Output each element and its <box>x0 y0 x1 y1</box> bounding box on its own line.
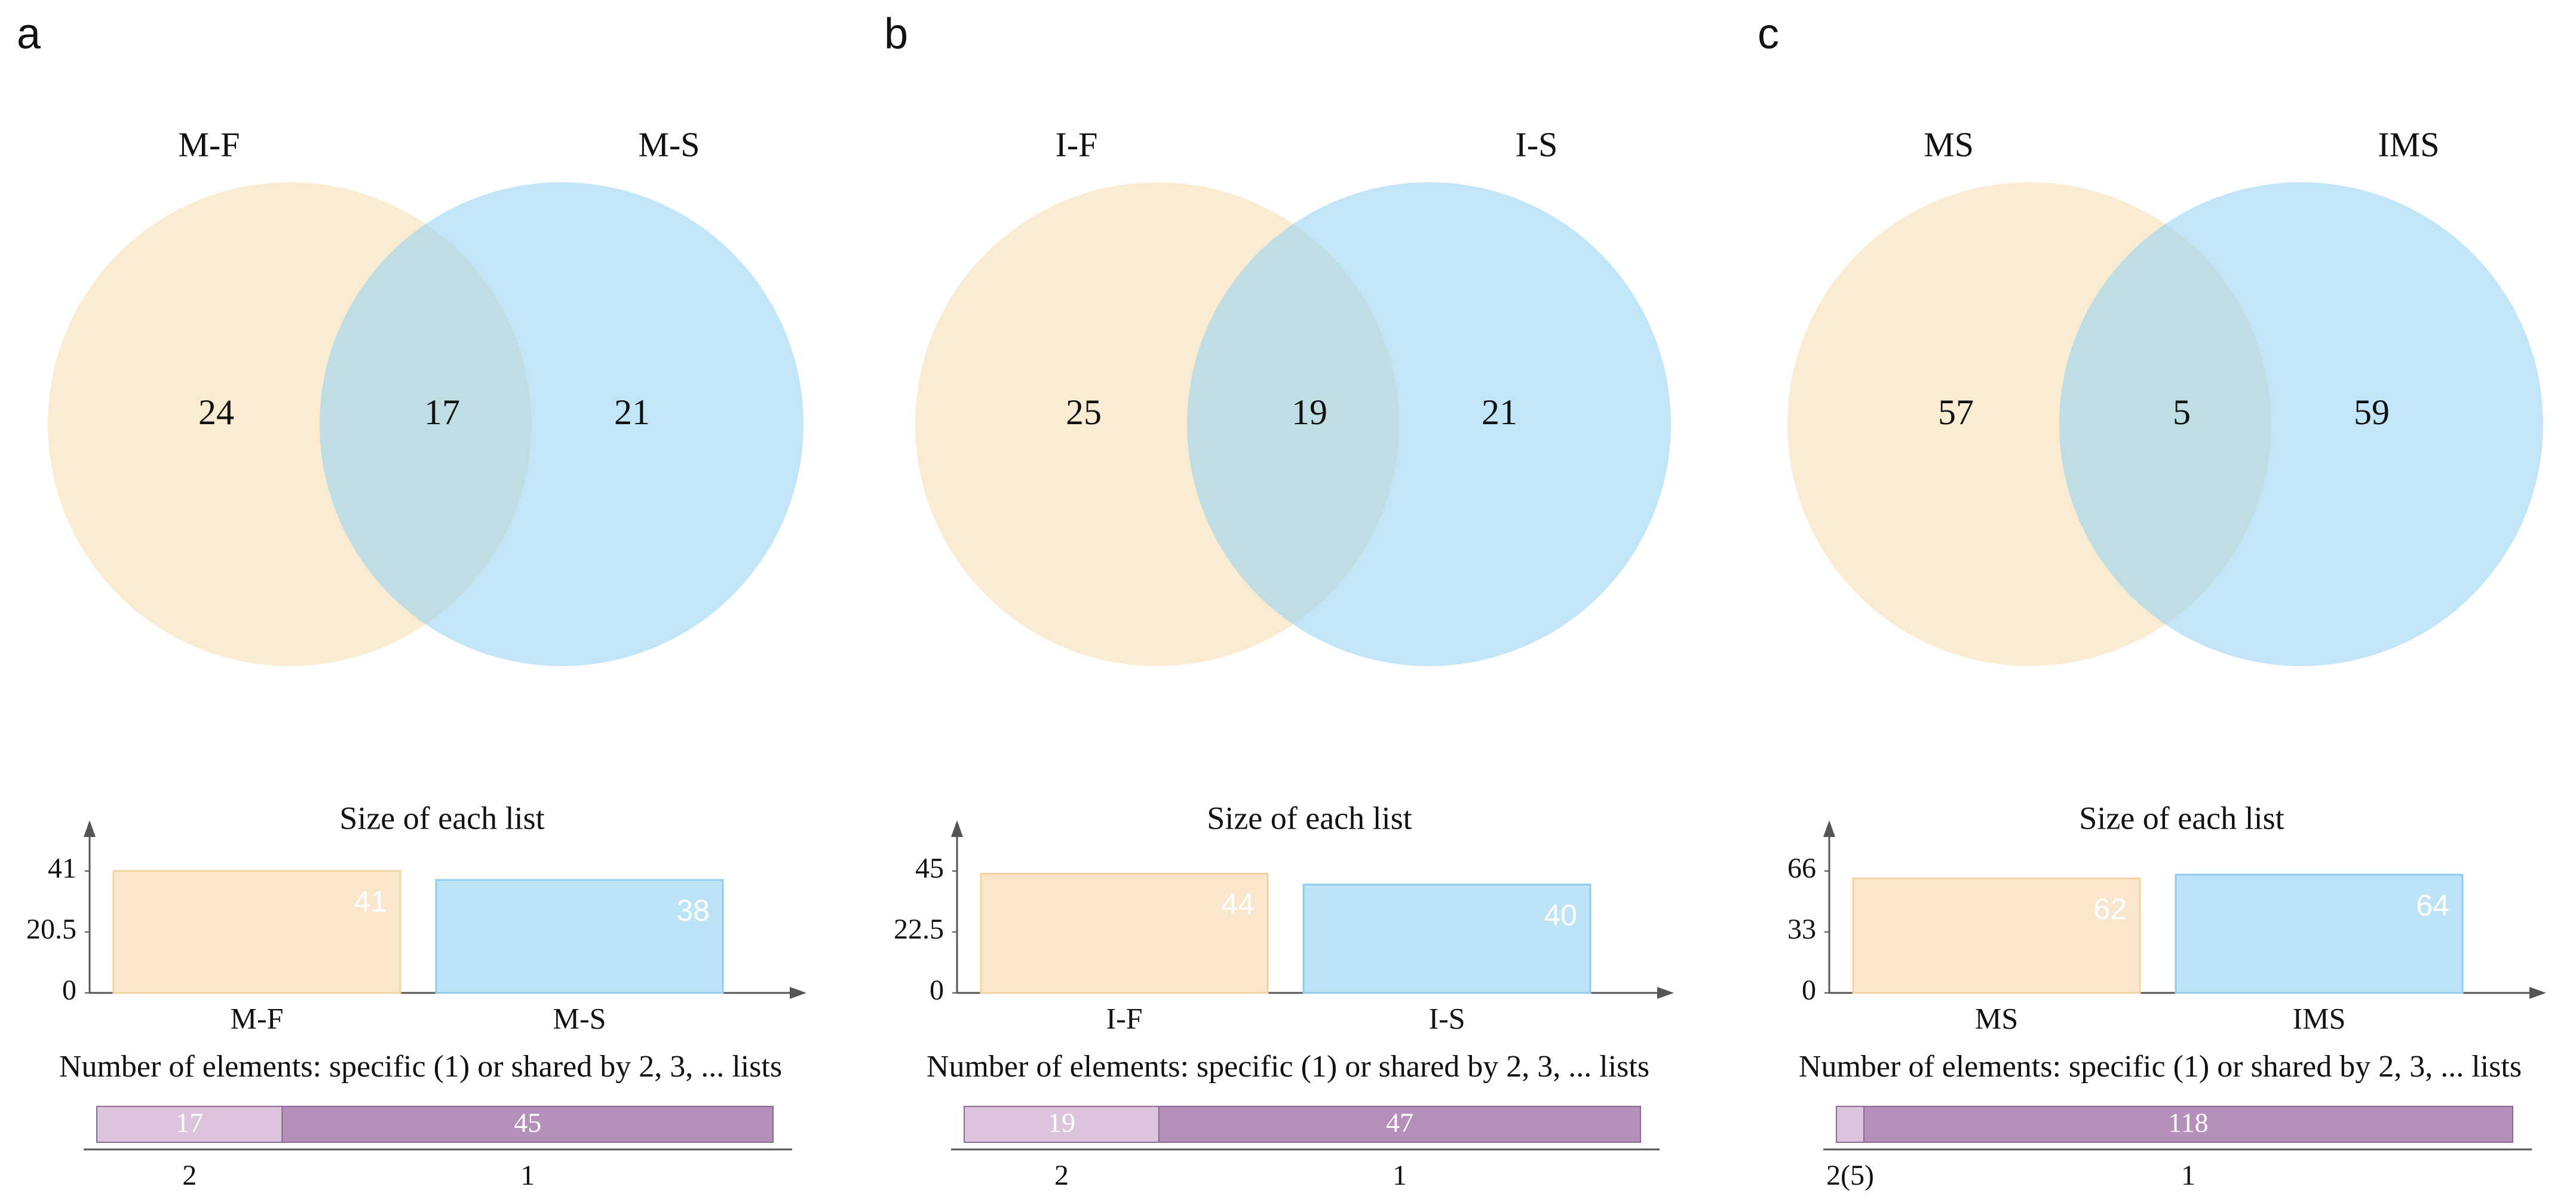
list-size-x-axis-arrow <box>1657 987 1674 999</box>
list-size-y-tick-label: 41 <box>48 853 76 884</box>
elements-segment-1 <box>1863 1106 2514 1143</box>
list-size-category-label: I-F <box>1106 1001 1142 1035</box>
panel-letter: a <box>17 10 41 58</box>
elements-segment-label: 1 <box>2181 1160 2195 1191</box>
list-size-y-tick-label: 20.5 <box>26 913 76 945</box>
venn-left-only-count: 24 <box>198 393 234 432</box>
elements-segment-label: 1 <box>1393 1160 1407 1191</box>
elements-segment-value: 19 <box>1048 1108 1075 1138</box>
venn-right-only-count: 21 <box>614 393 650 432</box>
elements-title: Number of elements: specific (1) or shar… <box>1799 1050 2522 1084</box>
venn-intersection-count: 19 <box>1292 393 1327 432</box>
elements-segment-value: 45 <box>514 1108 541 1138</box>
list-size-y-tick-label: 22.5 <box>894 913 944 945</box>
elements-segment-label: 2 <box>182 1160 197 1191</box>
elements-segment-0 <box>1836 1106 1865 1143</box>
venn-set-label-left: MS <box>1924 125 1974 164</box>
list-size-y-axis-arrow <box>84 820 96 837</box>
venn-circle-right <box>2059 182 2543 666</box>
list-size-bar-0 <box>980 873 1269 994</box>
list-size-value-label: 38 <box>676 894 710 927</box>
list-size-value-label: 40 <box>1544 899 1577 932</box>
venn-left-only-count: 57 <box>1938 393 1974 432</box>
elements-segment-value: 118 <box>2168 1108 2208 1138</box>
venn-set-label-right: M-S <box>638 125 700 164</box>
list-size-category-label: IMS <box>2293 1001 2346 1035</box>
elements-title: Number of elements: specific (1) or shar… <box>927 1050 1649 1084</box>
venn-intersection-count: 5 <box>2173 393 2191 432</box>
list-size-value-label: 64 <box>2416 888 2449 922</box>
list-size-bar-0 <box>112 870 401 994</box>
list-size-value-label: 62 <box>2093 893 2127 926</box>
list-size-y-tick-label: 45 <box>915 853 944 884</box>
list-size-y-tick-label: 33 <box>1787 913 1816 945</box>
venn-left-only-count: 25 <box>1066 393 1102 432</box>
elements-segment-0 <box>964 1106 1160 1143</box>
list-size-bar-1 <box>435 879 724 994</box>
elements-segment-1 <box>1158 1106 1641 1143</box>
venn-circle-right <box>1187 182 1671 666</box>
list-size-bar-1 <box>1302 884 1591 994</box>
list-size-title: Size of each list <box>1207 800 1412 836</box>
list-size-category-label: I-S <box>1428 1001 1465 1035</box>
venn-right-only-count: 21 <box>1482 393 1517 432</box>
venn-set-label-left: I-F <box>1056 125 1098 164</box>
elements-segment-label: 2(5) <box>1826 1160 1874 1191</box>
list-size-title: Size of each list <box>339 800 544 836</box>
list-size-category-label: M-F <box>231 1001 284 1035</box>
list-size-bar-1 <box>2175 873 2464 994</box>
list-size-y-tick-label: 0 <box>1802 974 1816 1006</box>
list-size-y-tick-label: 0 <box>62 974 76 1006</box>
venn-set-label-right: IMS <box>2378 125 2439 164</box>
elements-title: Number of elements: specific (1) or shar… <box>59 1050 782 1084</box>
list-size-x-axis-arrow <box>2529 987 2546 999</box>
panel-letter: b <box>884 10 908 58</box>
list-size-y-axis-arrow <box>951 820 963 837</box>
venn-set-label-left: M-F <box>178 125 240 164</box>
list-size-category-label: M-S <box>553 1001 606 1035</box>
list-size-x-axis-arrow <box>790 987 806 999</box>
list-size-value-label: 41 <box>354 885 387 918</box>
list-size-y-tick-label: 0 <box>930 974 944 1006</box>
list-size-title: Size of each list <box>2079 800 2284 836</box>
list-size-y-axis-arrow <box>1823 820 1835 837</box>
venn-set-label-right: I-S <box>1516 125 1558 164</box>
venn-intersection-count: 17 <box>424 393 460 432</box>
elements-segment-label: 1 <box>520 1160 535 1191</box>
venn-circle-right <box>320 182 804 666</box>
list-size-category-label: MS <box>1975 1001 2018 1035</box>
venn-right-only-count: 59 <box>2354 393 2390 432</box>
elements-segment-value: 17 <box>176 1108 203 1138</box>
elements-segment-0 <box>96 1106 283 1143</box>
elements-segment-label: 2 <box>1054 1160 1069 1191</box>
list-size-value-label: 44 <box>1221 888 1255 921</box>
panel-letter: c <box>1758 10 1779 58</box>
elements-segment-value: 47 <box>1386 1108 1413 1138</box>
list-size-bar-0 <box>1852 877 2141 994</box>
elements-segment-1 <box>281 1106 774 1143</box>
list-size-y-tick-label: 66 <box>1787 853 1816 884</box>
